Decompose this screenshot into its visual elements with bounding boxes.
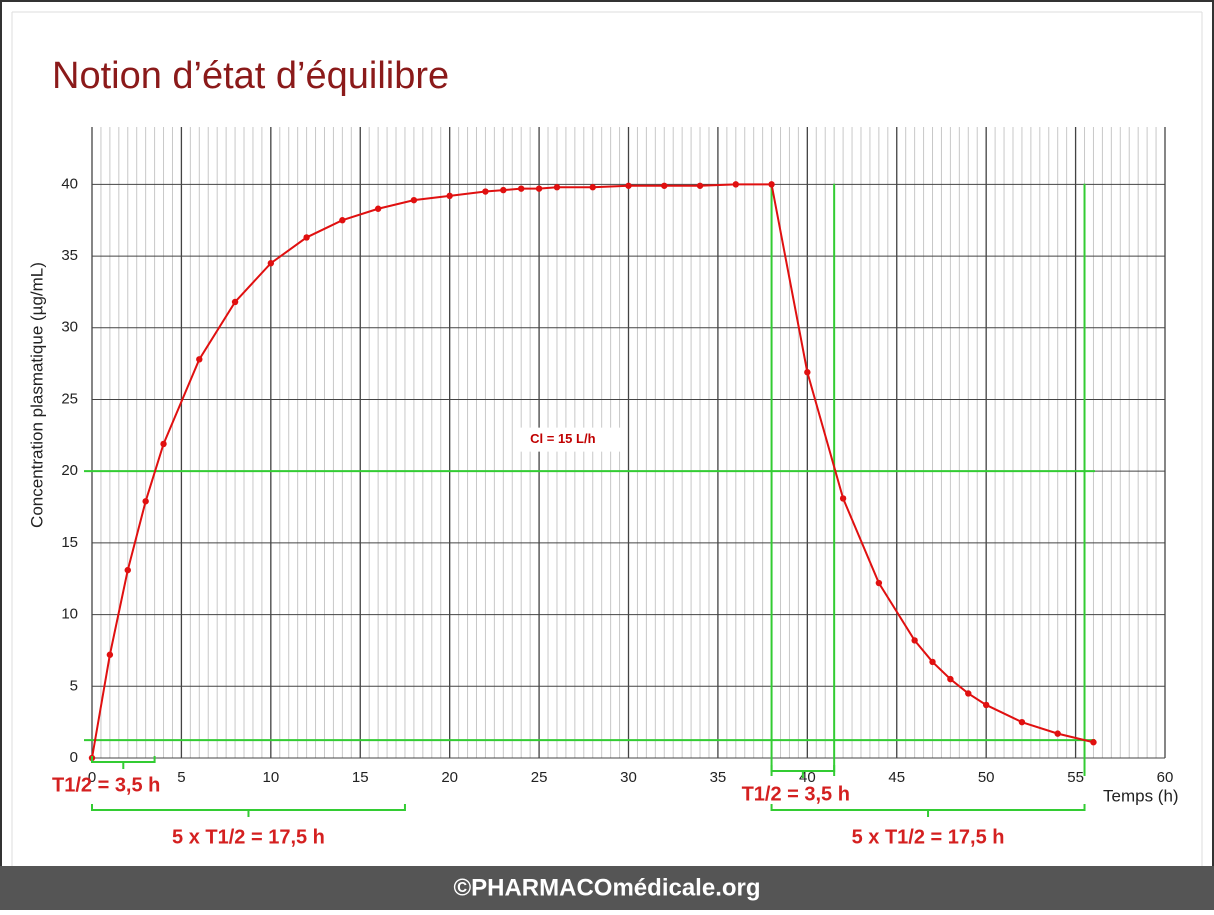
data-point xyxy=(196,356,203,363)
y-tick-label: 15 xyxy=(61,534,78,551)
data-point xyxy=(518,185,525,192)
data-point xyxy=(124,566,131,574)
bracket xyxy=(91,756,156,769)
data-point xyxy=(553,184,561,191)
data-point xyxy=(410,196,418,204)
data-point xyxy=(875,579,883,587)
x-axis-label: Temps (h) xyxy=(1103,786,1179,805)
x-tick-label: 10 xyxy=(262,769,279,786)
data-point xyxy=(142,498,149,505)
data-point xyxy=(500,186,507,194)
data-point xyxy=(267,260,275,267)
annotation: T1/2 = 3,5 h xyxy=(52,774,160,796)
footer-bar xyxy=(0,866,1214,910)
y-tick-label: 30 xyxy=(61,319,78,336)
x-tick-label: 45 xyxy=(888,769,905,786)
y-tick-label: 0 xyxy=(70,749,78,766)
data-point xyxy=(231,298,239,306)
data-point xyxy=(535,185,543,192)
y-tick-label: 20 xyxy=(61,462,78,479)
data-point xyxy=(374,205,382,212)
x-tick-label: 5 xyxy=(177,769,185,786)
data-point xyxy=(446,192,453,200)
data-point xyxy=(1054,730,1061,737)
annotation: T1/2 = 3,5 h xyxy=(742,783,850,805)
data-point xyxy=(1090,739,1097,746)
data-point xyxy=(339,217,346,224)
y-tick-label: 25 xyxy=(61,390,78,407)
data-point xyxy=(929,658,936,666)
annotation: 5 x T1/2 = 17,5 h xyxy=(852,826,1005,848)
x-tick-label: 50 xyxy=(978,769,995,786)
y-axis-label: Concentration plasmatique (µg/mL) xyxy=(27,262,46,528)
data-point xyxy=(768,181,775,188)
annotation-box xyxy=(520,427,626,452)
footer-text: ©PHARMACOmédicale.org xyxy=(453,874,760,901)
data-point xyxy=(732,181,739,188)
y-tick-label: 35 xyxy=(61,247,78,264)
data-point xyxy=(589,184,596,191)
x-tick-label: 30 xyxy=(620,769,637,786)
x-tick-label: 35 xyxy=(710,769,727,786)
x-tick-label: 25 xyxy=(531,769,548,786)
x-tick-label: 55 xyxy=(1067,769,1084,786)
bracket xyxy=(770,765,836,778)
x-tick-label: 0 xyxy=(88,769,96,786)
data-point xyxy=(661,182,668,189)
x-tick-label: 60 xyxy=(1157,769,1174,786)
bracket xyxy=(91,804,406,817)
data-point xyxy=(482,188,489,195)
data-point xyxy=(1018,718,1026,726)
data-point xyxy=(303,234,310,241)
data-point xyxy=(947,675,954,683)
data-point xyxy=(965,690,972,697)
y-tick-label: 10 xyxy=(61,606,78,623)
data-point xyxy=(625,182,632,189)
x-tick-label: 15 xyxy=(352,769,369,786)
data-point xyxy=(804,369,811,376)
data-point xyxy=(106,651,114,658)
x-tick-label: 20 xyxy=(441,769,458,786)
data-point xyxy=(839,495,847,502)
data-point xyxy=(160,440,167,448)
data-point xyxy=(911,637,918,644)
y-tick-label: 40 xyxy=(61,175,78,192)
bracket xyxy=(770,804,1086,817)
data-point xyxy=(982,701,990,709)
slide-title: Notion d’état d’équilibre xyxy=(52,55,449,97)
annotation: Cl = 15 L/h xyxy=(530,431,595,446)
data-point xyxy=(696,182,704,189)
annotation: 5 x T1/2 = 17,5 h xyxy=(172,826,325,848)
y-tick-label: 5 xyxy=(70,677,78,694)
